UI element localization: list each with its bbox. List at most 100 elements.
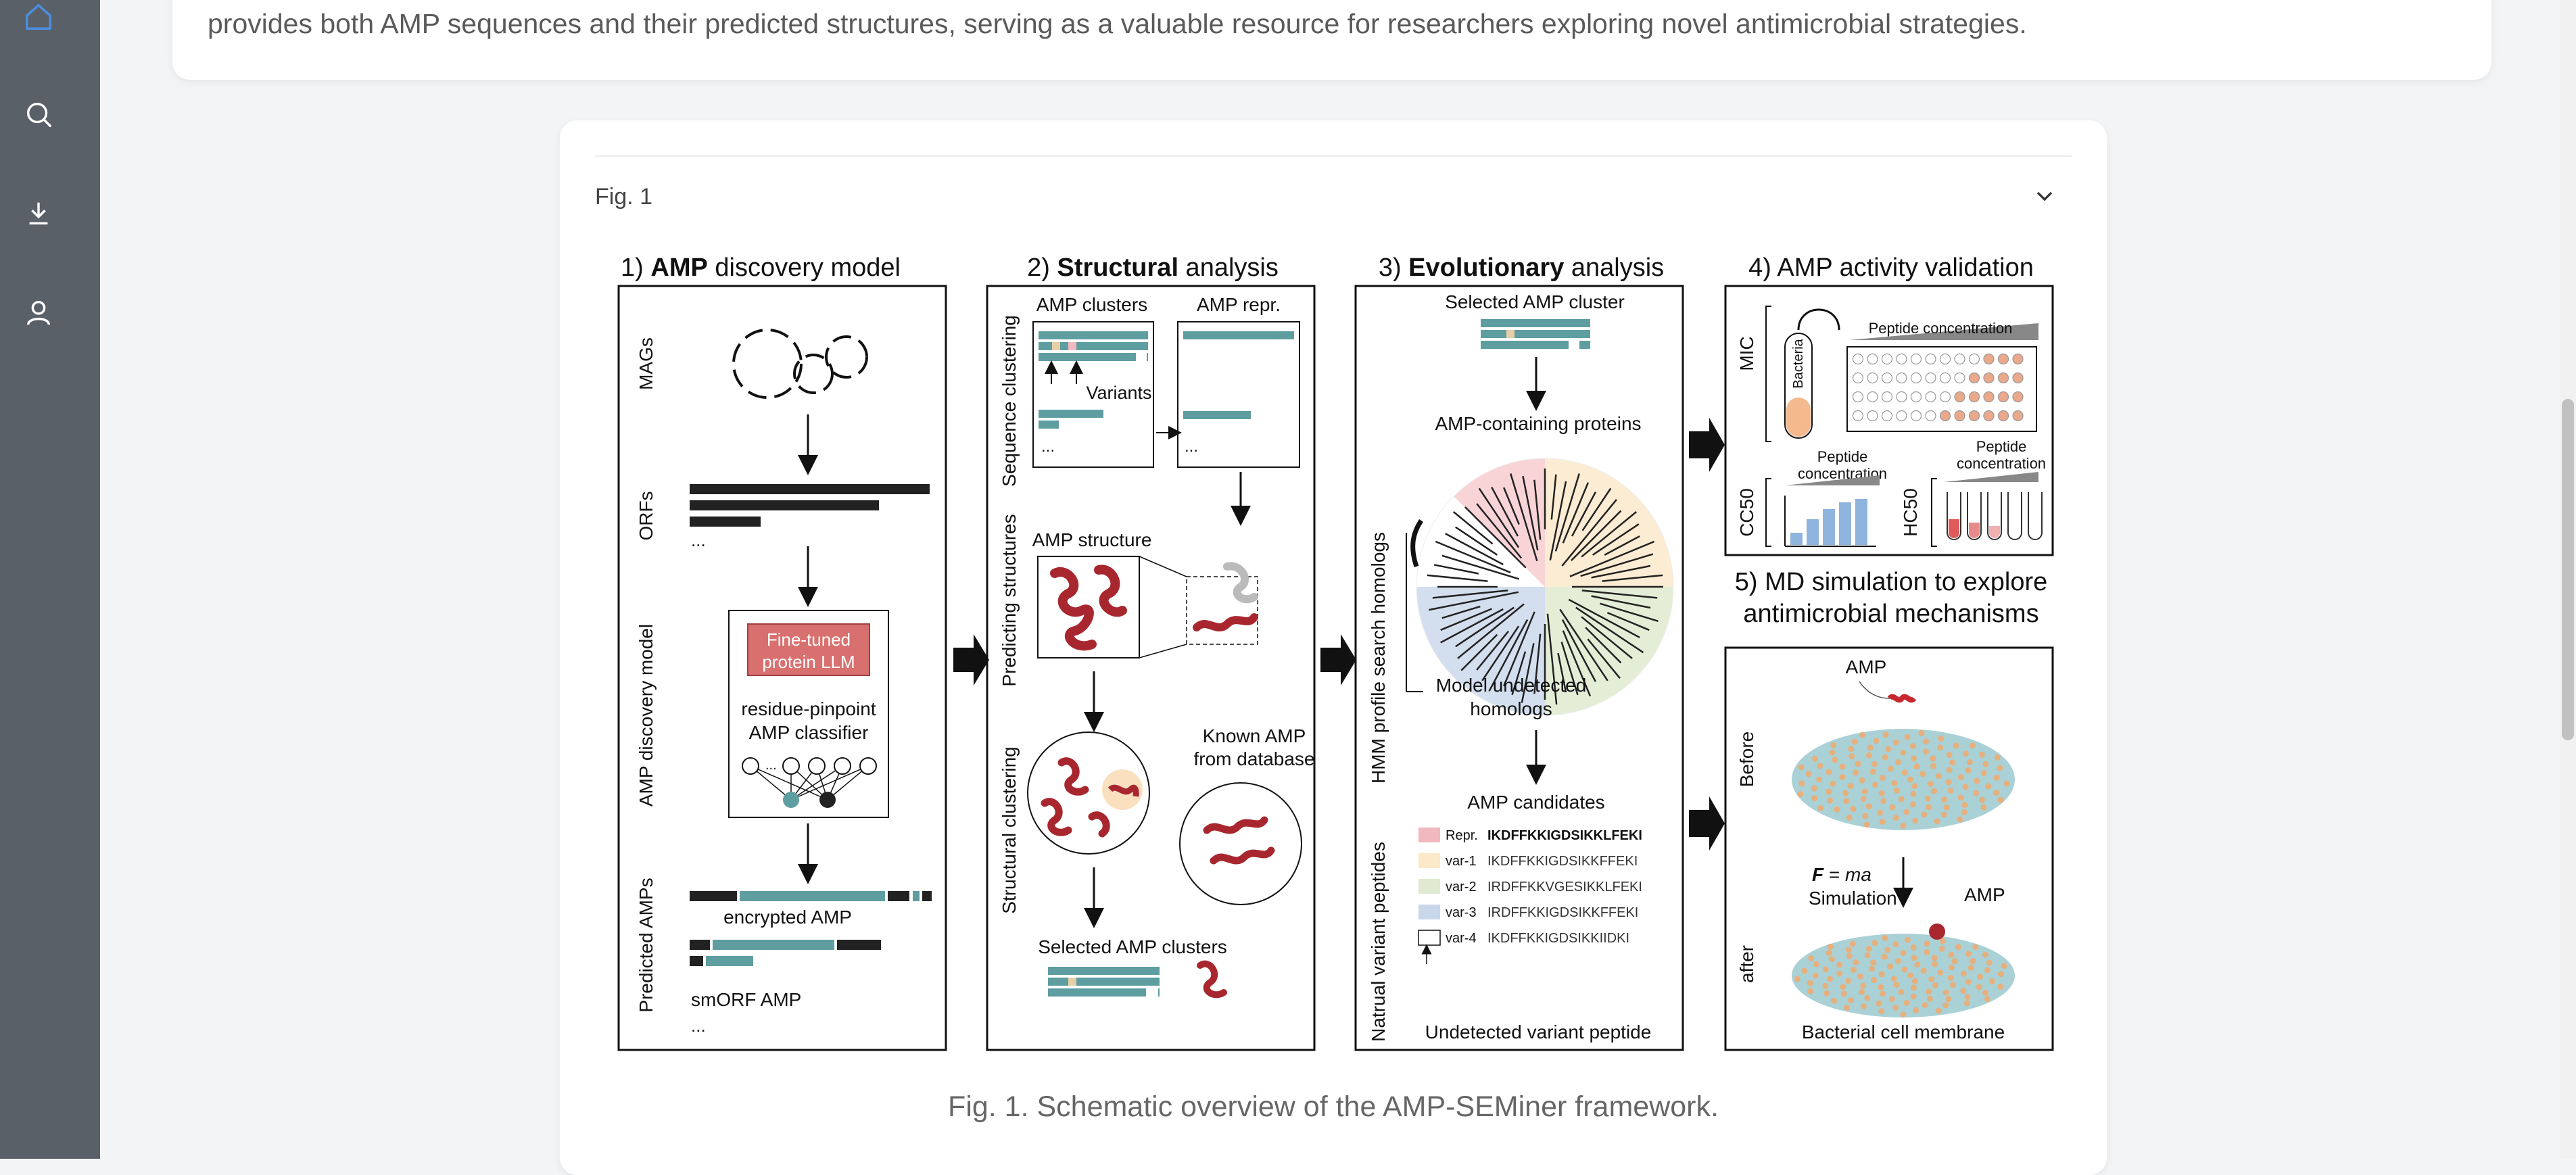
panel4-box (1724, 285, 2054, 556)
figure-label: Fig. 1 (595, 184, 653, 210)
hc50-wedge (1944, 472, 2038, 482)
variant-label: var-4 (1446, 931, 1477, 946)
variant-label: var-3 (1446, 905, 1477, 920)
zoom-box (1186, 576, 1258, 645)
amp-candidates-label: AMP candidates (1467, 792, 1604, 813)
divider (595, 155, 2072, 157)
undetected-variant-label: Undetected variant peptide (1425, 1022, 1652, 1042)
bracket (1765, 306, 1771, 442)
amp-helix-top (1887, 694, 1917, 703)
undetected-line2: homologs (1470, 698, 1552, 719)
highlight-helix (1107, 784, 1139, 797)
hc50-tubes (1947, 492, 2043, 540)
discovery-model-box (728, 610, 889, 818)
structure-box (1037, 556, 1140, 658)
variant-seq: IKDFFKKIGDSIKKLFEKI (1487, 828, 1642, 843)
svg-text:...: ... (765, 758, 777, 773)
row-label-cc50: CC50 (1736, 488, 1757, 537)
scrollbar-track[interactable] (2560, 0, 2576, 1159)
containing-proteins-label: AMP-containing proteins (1435, 413, 1641, 434)
home-icon[interactable] (23, 1, 54, 32)
search-icon[interactable] (23, 99, 54, 130)
membrane-label: Bacterial cell membrane (1802, 1022, 2005, 1042)
orfs-ellipsis: ... (691, 530, 706, 550)
variant-swatch (1418, 905, 1440, 919)
peptide-concentration-label: Peptide concentration (1869, 320, 2013, 337)
download-icon[interactable] (23, 197, 54, 229)
variant-swatch (1418, 930, 1441, 946)
amp-clusters-label: AMP clusters (1036, 294, 1147, 315)
cluster-grid (1039, 331, 1148, 429)
row-label-amp-discovery: AMP discovery model (636, 624, 657, 807)
amp-seminer-figure: 1) AMP discovery model MAGs ORFs AMP dis… (617, 254, 2054, 1051)
llm-line1: Fine-tuned (767, 629, 851, 650)
scrollbar-thumb[interactable] (2562, 399, 2574, 740)
bacteria-label: Bacteria (1791, 338, 1806, 388)
row-label-after: after (1736, 945, 1757, 983)
mags-genomes (732, 329, 868, 399)
bracket (1931, 478, 1937, 547)
row-label-predicting-structures: Predicting structures (999, 514, 1020, 686)
classifier-line2: AMP classifier (749, 722, 869, 743)
phylogenetic-tree (1416, 458, 1674, 716)
variant-seq: IRDFFKKVGESIKKLFEKI (1487, 880, 1642, 894)
amp-clusters-box (1032, 321, 1154, 468)
panel5-box (1724, 646, 2054, 1051)
selected-cluster-label: Selected AMP cluster (1445, 291, 1625, 312)
amp-structure-label: AMP structure (1032, 529, 1152, 550)
transfer-arrow (1797, 308, 1840, 331)
panel1-title: 1) AMP discovery model (621, 254, 901, 282)
well-plate (1846, 346, 2037, 432)
simulation-label: Simulation (1809, 888, 1897, 909)
row-label-hmm: HMM profile search homologs (1368, 532, 1389, 784)
selected-helix (1197, 960, 1227, 999)
zoom-line (1139, 556, 1187, 577)
helix-zoom (1193, 562, 1258, 631)
variant-swatch (1418, 828, 1440, 842)
known-helices (1203, 816, 1275, 865)
chevron-down-icon[interactable] (2031, 183, 2058, 210)
variant-swatch (1418, 853, 1440, 868)
amp-repr-label: AMP repr. (1197, 294, 1281, 315)
cc50-peptide-label: Peptide (1817, 448, 1868, 465)
variant-table: Repr. IKDFFKKIGDSIKKLFEKI var-1 IKDFFKKI… (1418, 828, 1642, 946)
known-circle (1179, 782, 1302, 905)
gradient-wedge (1849, 323, 2038, 340)
membrane-before (1792, 729, 2015, 830)
clustered-helices (1041, 757, 1110, 838)
zoom-line (1139, 644, 1187, 658)
known-amp-line1: Known AMP (1203, 725, 1306, 746)
known-amp-line2: from database (1194, 748, 1315, 769)
hc50-concentration-label: concentration (1957, 455, 2046, 472)
row-label-mags: MAGs (636, 337, 657, 390)
undetected-line1: Model undetected (1436, 675, 1587, 696)
well-plate-wells (1852, 353, 2024, 422)
cc50-bars (1790, 499, 1867, 545)
panel2-box (986, 285, 1316, 1051)
repr-ellipsis: ... (1185, 437, 1198, 456)
variant-label: var-1 (1446, 854, 1477, 869)
cluster-circle (1027, 732, 1150, 855)
row-label-structural-clustering: Structural clustering (999, 746, 1020, 913)
llm-line2: protein LLM (762, 652, 855, 672)
pointer-line (1859, 681, 1890, 699)
classifier-network: ... (742, 757, 877, 808)
panel3-box (1354, 285, 1684, 1051)
user-icon[interactable] (23, 297, 54, 329)
selected-cluster-grid (1481, 319, 1590, 349)
bracket (1765, 478, 1771, 547)
figure-caption: Fig. 1. Schematic overview of the AMP-SE… (948, 1090, 1719, 1123)
row-label-orfs: ORFs (636, 491, 657, 540)
variants-label: Variants (1086, 383, 1151, 403)
cc50-wedge (1785, 475, 1880, 485)
variant-seq: IKDFFKKIGDSIKKFFEKI (1487, 854, 1638, 869)
arrow-panel1-to-panel2 (953, 634, 989, 686)
amp-repr-box (1177, 321, 1300, 468)
intro-card: provides both AMP sequences and their pr… (172, 0, 2491, 80)
encrypted-amp-label: encrypted AMP (723, 907, 852, 928)
arrow-panel3-to-panel5 (1689, 796, 1725, 850)
row-label-hc50: HC50 (1900, 488, 1921, 537)
clusters-ellipsis: ... (1041, 437, 1055, 456)
panel1-box (617, 285, 947, 1051)
variant-swatch (1418, 879, 1440, 894)
